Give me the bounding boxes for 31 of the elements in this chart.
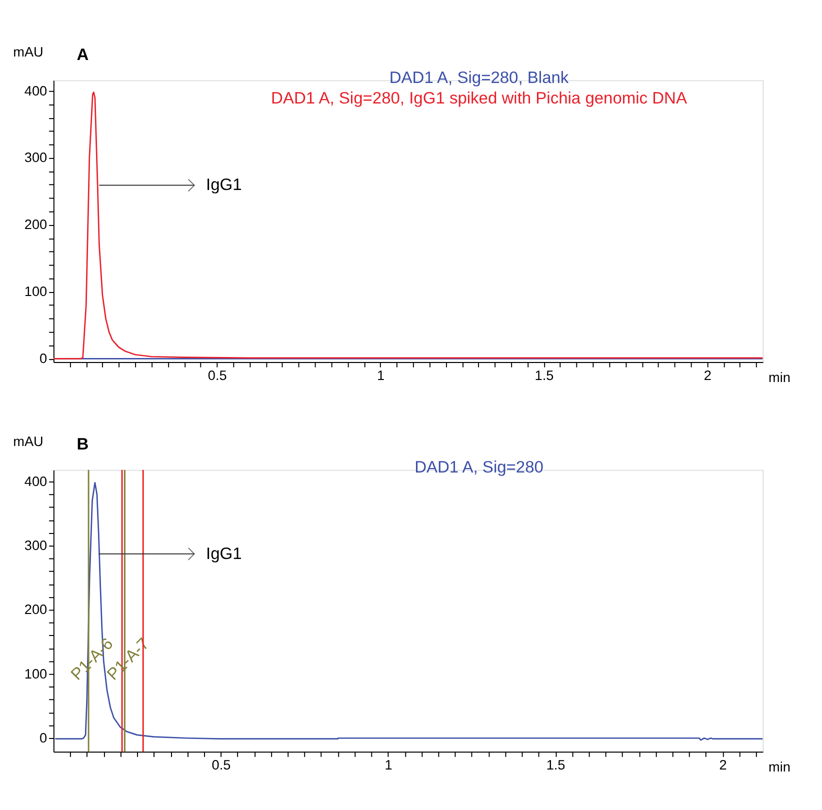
x-axis-title: min — [768, 760, 790, 775]
y-tick-label: 200 — [24, 602, 48, 618]
y-tick-label: 100 — [24, 284, 48, 300]
x-axis-title: min — [768, 370, 790, 385]
x-tick-label: 1.5 — [546, 758, 566, 773]
text: DAD1 A, Sig=280, Blank — [389, 69, 570, 88]
text: DAD1 A, Sig=280 — [414, 458, 544, 477]
y-tick-label: 200 — [24, 217, 48, 232]
x-tick-label: 0.5 — [208, 368, 227, 383]
line-series — [54, 482, 763, 741]
x-tick-label: 1 — [377, 368, 385, 383]
y-tick-label: 0 — [40, 730, 48, 746]
annotation: IgG1 — [206, 176, 242, 194]
y-tick-label: 400 — [24, 474, 48, 489]
annotation: IgG1 — [206, 544, 242, 563]
y-tick-label: 300 — [24, 538, 48, 553]
y-tick-label: 100 — [24, 666, 48, 682]
x-tick-label: 0.5 — [212, 758, 231, 773]
x-tick-label: 2 — [719, 758, 727, 773]
y-tick-label: 300 — [24, 150, 48, 166]
chart-title: B — [76, 435, 89, 454]
y-axis-title: mAU — [13, 44, 44, 60]
y-axis-title: mAU — [13, 434, 44, 450]
line-series — [53, 92, 763, 360]
x-tick-label: 1.5 — [534, 368, 554, 383]
y-tick-label: 400 — [24, 83, 48, 98]
chart-title: A — [76, 46, 89, 64]
y-tick-label: 0 — [40, 351, 48, 366]
x-tick-label: 2 — [704, 368, 712, 383]
x-tick-label: 1 — [384, 758, 392, 773]
text: DAD1 A, Sig=280, IgG1 spiked with Pichia genomic DNA — [271, 90, 687, 108]
